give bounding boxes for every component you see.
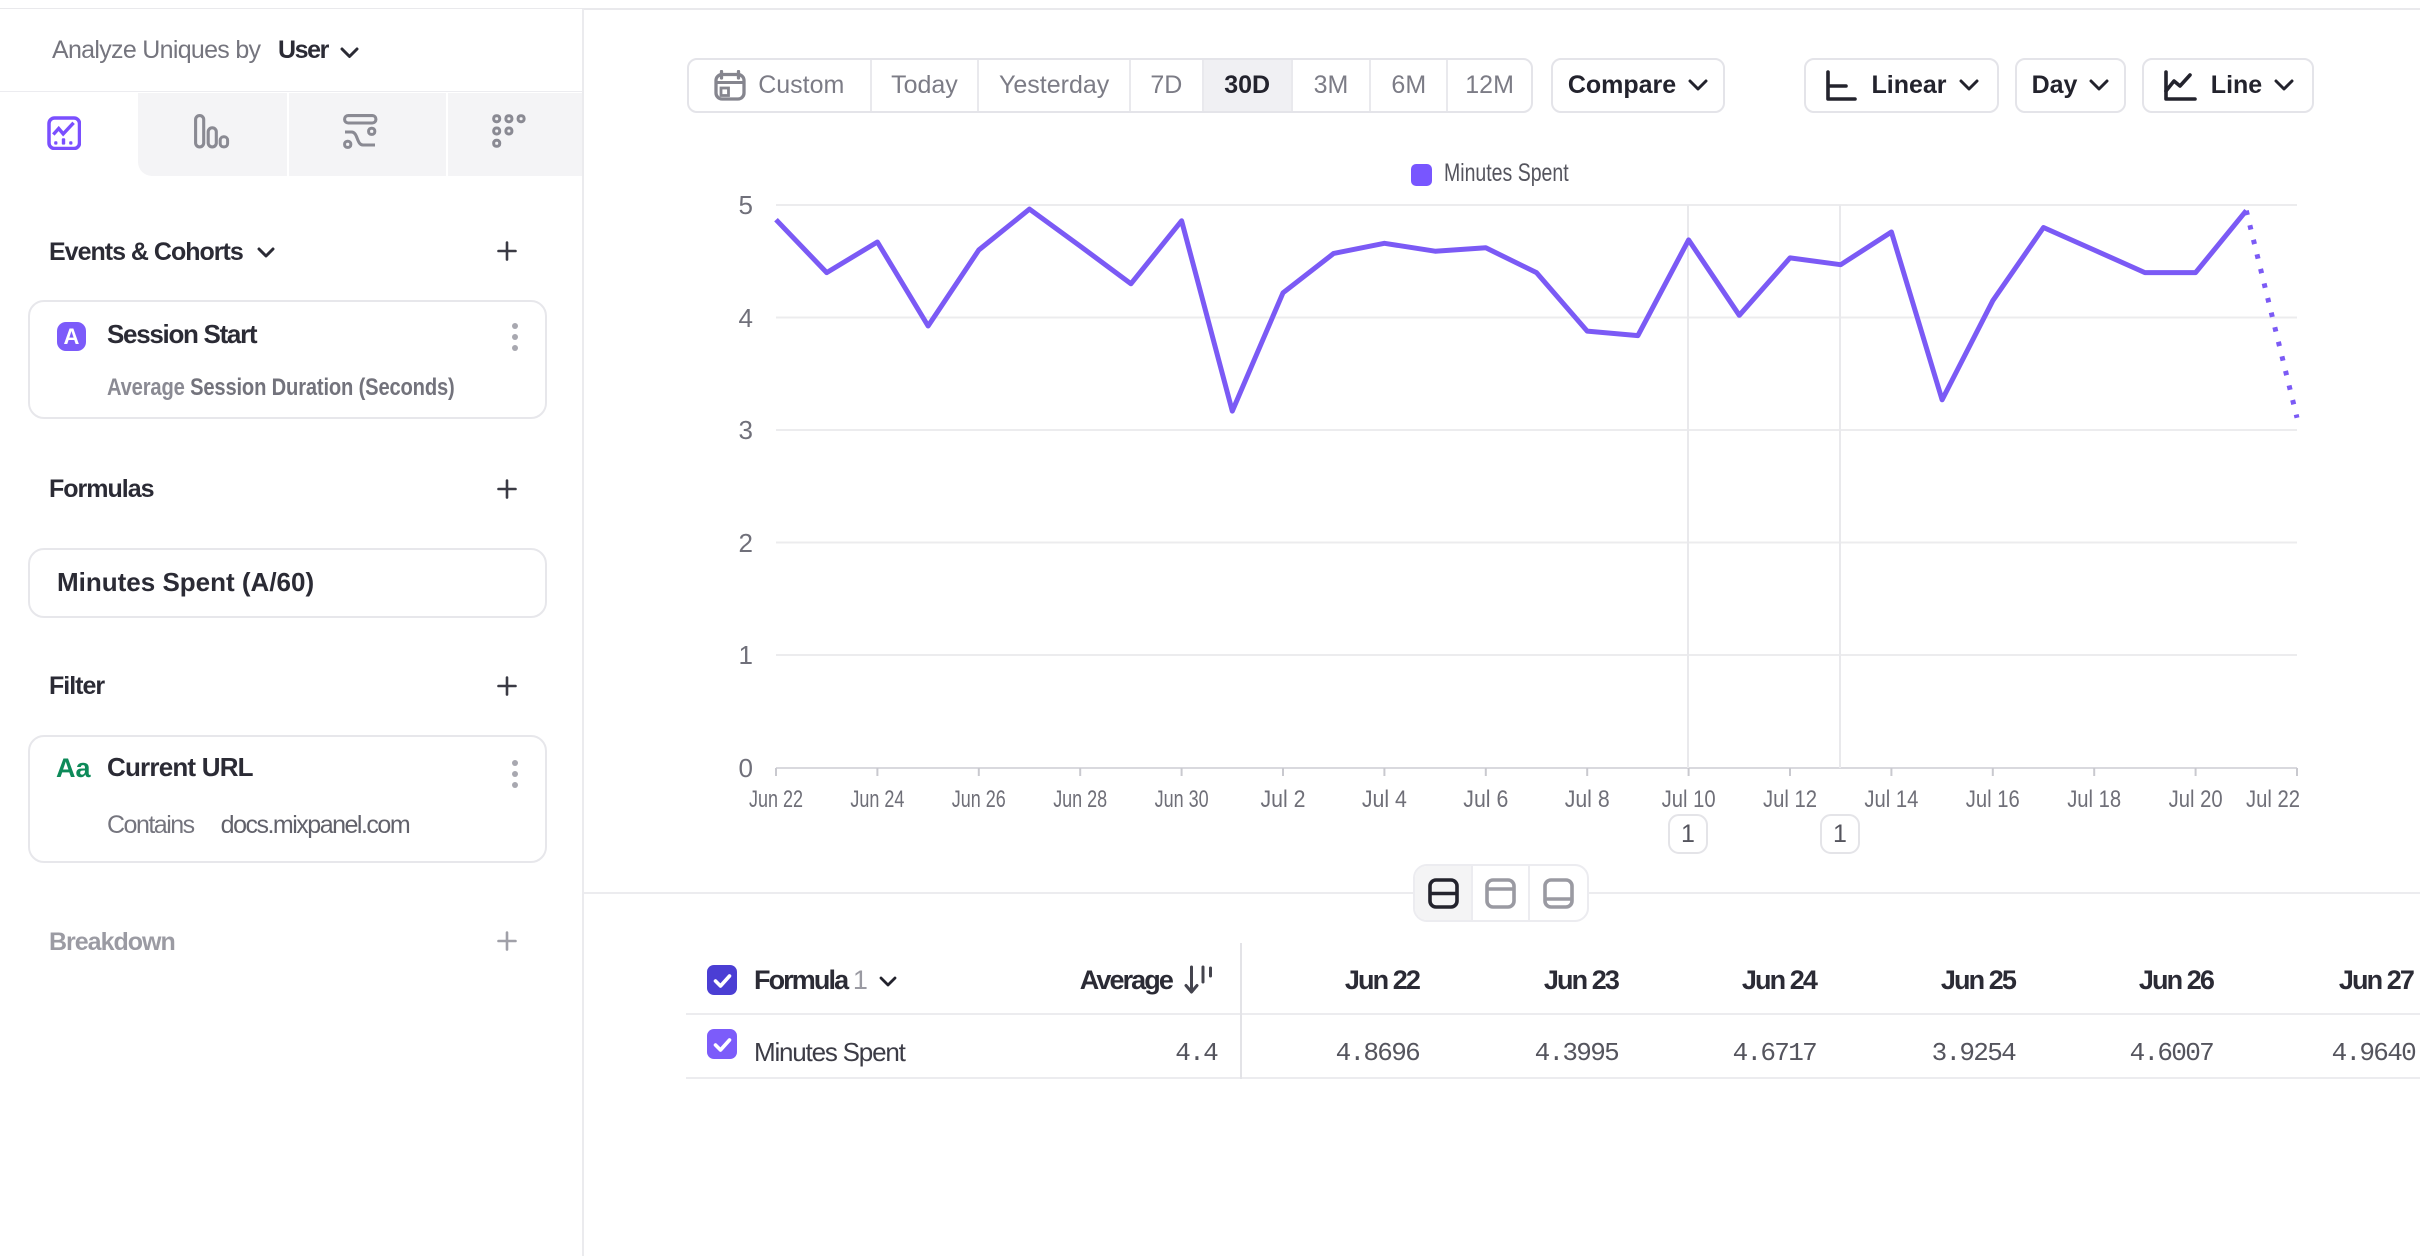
- svg-text:2: 2: [739, 528, 753, 558]
- svg-text:Jul 2: Jul 2: [1261, 786, 1306, 813]
- svg-text:Jul 22: Jul 22: [2246, 786, 2300, 813]
- svg-text:Jun 22: Jun 22: [749, 786, 803, 813]
- svg-text:5: 5: [739, 190, 753, 220]
- svg-text:Jul 4: Jul 4: [1362, 786, 1407, 813]
- svg-text:Jul 10: Jul 10: [1662, 786, 1716, 813]
- svg-text:Jun 26: Jun 26: [952, 786, 1006, 813]
- svg-text:0: 0: [739, 753, 753, 783]
- svg-text:4: 4: [739, 303, 753, 333]
- svg-text:Jul 6: Jul 6: [1463, 786, 1508, 813]
- svg-text:Jun 30: Jun 30: [1155, 786, 1209, 813]
- svg-text:Jul 20: Jul 20: [2169, 786, 2223, 813]
- svg-text:Jul 18: Jul 18: [2067, 786, 2121, 813]
- svg-text:Jun 28: Jun 28: [1053, 786, 1107, 813]
- svg-text:Jul 16: Jul 16: [1966, 786, 2020, 813]
- svg-text:3: 3: [739, 415, 753, 445]
- svg-text:Jul 14: Jul 14: [1864, 786, 1918, 813]
- svg-text:Jul 12: Jul 12: [1763, 786, 1817, 813]
- svg-text:1: 1: [739, 640, 753, 670]
- svg-text:Jul 8: Jul 8: [1565, 786, 1610, 813]
- svg-text:1: 1: [1681, 820, 1695, 848]
- svg-text:1: 1: [1833, 820, 1847, 848]
- svg-text:Jun 24: Jun 24: [850, 786, 904, 813]
